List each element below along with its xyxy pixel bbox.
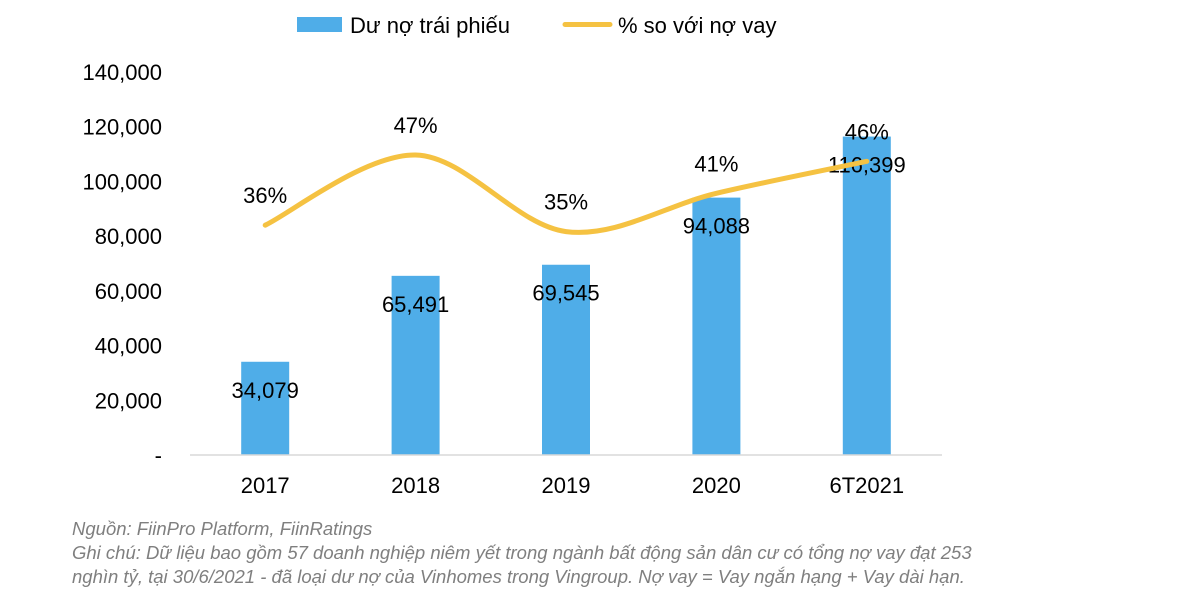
- legend-swatch-bar: [297, 17, 342, 32]
- y-tick-label: 40,000: [95, 334, 162, 359]
- y-tick-label: 140,000: [82, 60, 162, 85]
- legend-label: Dư nợ trái phiếu: [350, 13, 510, 38]
- x-tick-label: 6T2021: [829, 473, 904, 498]
- bar: [542, 264, 590, 455]
- line-point: [715, 192, 717, 194]
- bar: [391, 275, 440, 455]
- legend-label: % so với nợ vay: [618, 13, 776, 38]
- note-line-2: nghìn tỷ, tại 30/6/2021 - đã loại dư nợ …: [72, 566, 965, 587]
- y-tick-label: 20,000: [95, 388, 162, 413]
- line-data-label: 47%: [394, 113, 438, 138]
- line-data-label: 46%: [845, 119, 889, 144]
- line-series: 36% 47% 35% 41% 46%: [243, 113, 889, 235]
- source-note: Nguồn: FiinPro Platform, FiinRatings: [72, 518, 373, 539]
- line-point: [264, 224, 266, 226]
- legend: Dư nợ trái phiếu % so với nợ vay: [297, 13, 776, 38]
- x-tick-label: 2017: [241, 473, 290, 498]
- line-data-label: 36%: [243, 183, 287, 208]
- y-tick-label: -: [155, 443, 162, 468]
- bar-data-label: 34,079: [232, 378, 299, 403]
- bar-data-label: 65,491: [382, 292, 449, 317]
- line-point: [565, 231, 567, 233]
- line-point: [866, 160, 868, 162]
- footnotes: Nguồn: FiinPro Platform, FiinRatings Ghi…: [72, 517, 1182, 589]
- bar-data-label: 69,545: [532, 281, 599, 306]
- line-data-label: 41%: [694, 151, 738, 176]
- bar: [241, 361, 290, 455]
- line-data-label: 35%: [544, 190, 588, 215]
- y-tick-label: 80,000: [95, 224, 162, 249]
- x-axis: 2017 2018 2019 2020 6T2021: [190, 454, 942, 498]
- bar-data-label: 94,088: [683, 214, 750, 239]
- x-tick-label: 2018: [391, 473, 440, 498]
- bar: [842, 136, 891, 455]
- y-axis: - 20,000 40,000 60,000 80,000 100,000 120,000 1…: [82, 60, 162, 468]
- note-line-1: Ghi chú: Dữ liệu bao gồm 57 doanh nghiệp…: [72, 542, 972, 563]
- y-tick-label: 60,000: [95, 279, 162, 304]
- chart: Dư nợ trái phiếu % so với nợ vay - 20,000 4…: [82, 13, 942, 498]
- bar: [692, 197, 741, 455]
- y-tick-label: 100,000: [82, 169, 162, 194]
- line-point: [415, 154, 417, 156]
- x-tick-label: 2019: [542, 473, 591, 498]
- x-tick-label: 2020: [692, 473, 741, 498]
- y-tick-label: 120,000: [82, 115, 162, 140]
